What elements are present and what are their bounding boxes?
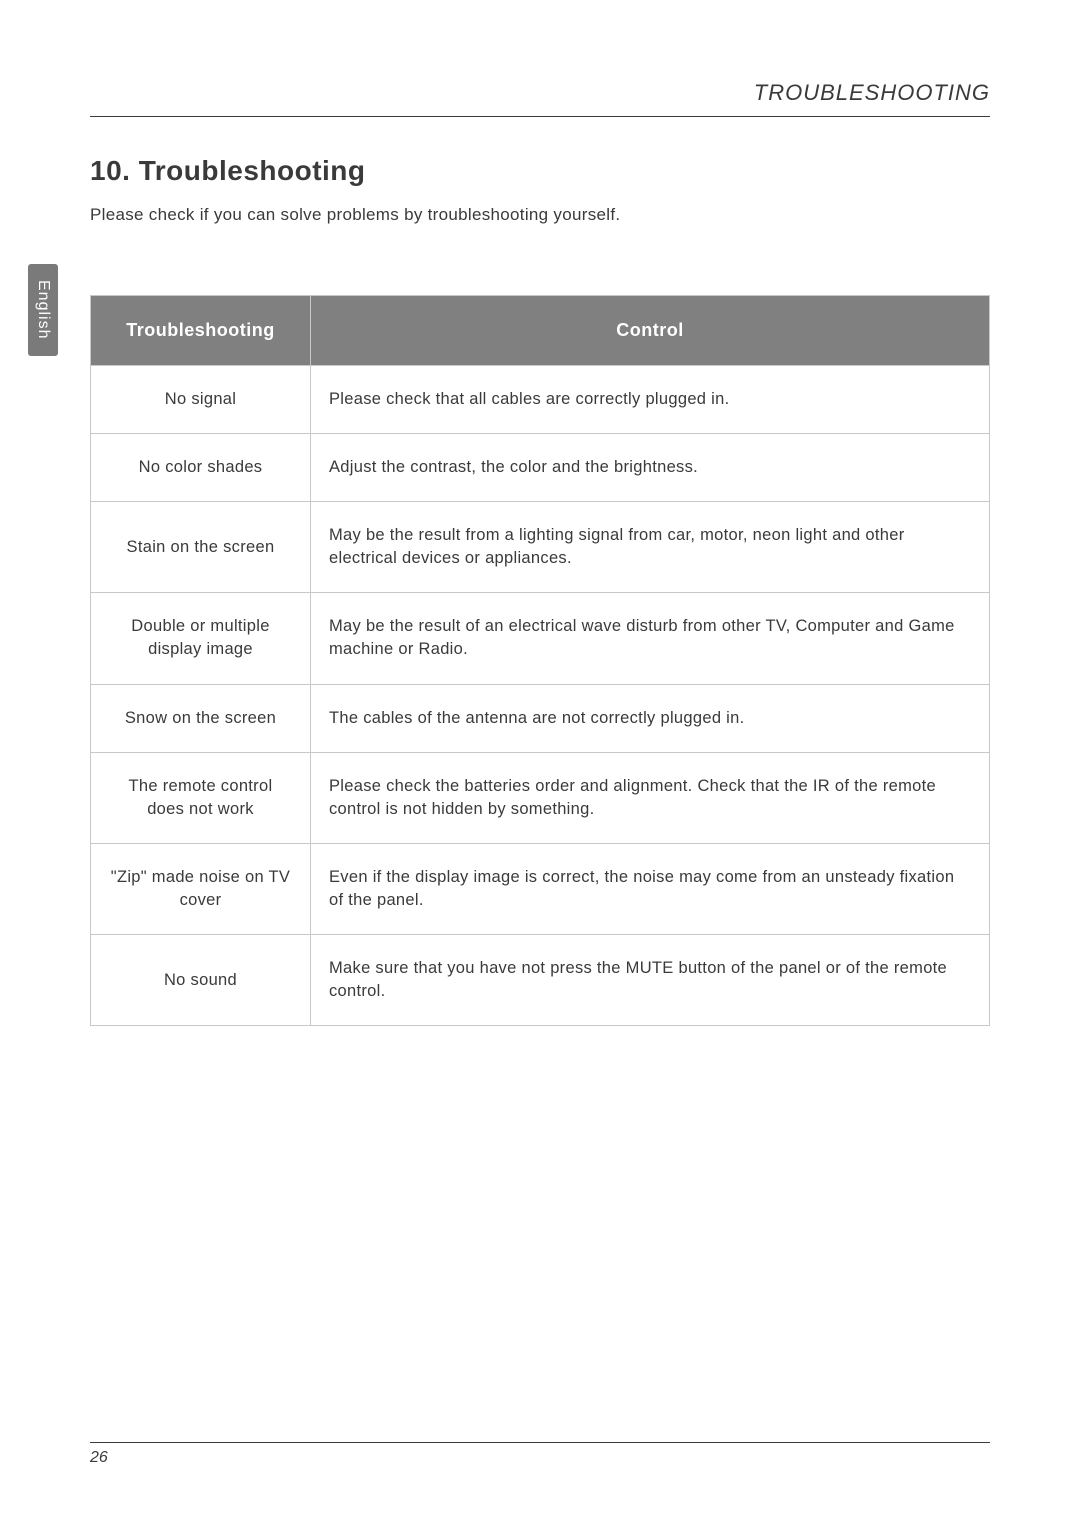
problem-cell: Stain on the screen [91, 501, 311, 592]
problem-cell: Snow on the screen [91, 684, 311, 752]
control-cell: Please check that all cables are correct… [311, 365, 989, 433]
page-number: 26 [90, 1449, 108, 1466]
page-container: TROUBLESHOOTING 10. Troubleshooting Plea… [0, 0, 1080, 1527]
table-row: Snow on the screen The cables of the ant… [91, 684, 989, 752]
running-header: TROUBLESHOOTING [90, 80, 990, 117]
control-cell: May be the result from a lighting signal… [311, 501, 989, 592]
table-row: No signal Please check that all cables a… [91, 365, 989, 433]
control-cell: May be the result of an electrical wave … [311, 592, 989, 683]
problem-cell: The remote control does not work [91, 752, 311, 843]
problem-cell: Double or multiple display image [91, 592, 311, 683]
control-cell: Adjust the contrast, the color and the b… [311, 433, 989, 501]
table-row: The remote control does not work Please … [91, 752, 989, 843]
problem-cell: "Zip" made noise on TV cover [91, 843, 311, 934]
problem-cell: No color shades [91, 433, 311, 501]
table-row: Stain on the screen May be the result fr… [91, 501, 989, 592]
table-header-control: Control [311, 296, 989, 365]
table-header-row: Troubleshooting Control [91, 296, 989, 365]
section-title: 10. Troubleshooting [90, 155, 990, 187]
table-row: No sound Make sure that you have not pre… [91, 934, 989, 1025]
table-header-problem: Troubleshooting [91, 296, 311, 365]
control-cell: Even if the display image is correct, th… [311, 843, 989, 934]
control-cell: Please check the batteries order and ali… [311, 752, 989, 843]
page-footer: 26 [90, 1442, 990, 1467]
troubleshooting-table: Troubleshooting Control No signal Please… [90, 295, 990, 1026]
problem-cell: No signal [91, 365, 311, 433]
control-cell: The cables of the antenna are not correc… [311, 684, 989, 752]
problem-cell: No sound [91, 934, 311, 1025]
table-row: No color shades Adjust the contrast, the… [91, 433, 989, 501]
control-cell: Make sure that you have not press the MU… [311, 934, 989, 1025]
table-row: "Zip" made noise on TV cover Even if the… [91, 843, 989, 934]
table-row: Double or multiple display image May be … [91, 592, 989, 683]
section-intro: Please check if you can solve problems b… [90, 205, 990, 225]
